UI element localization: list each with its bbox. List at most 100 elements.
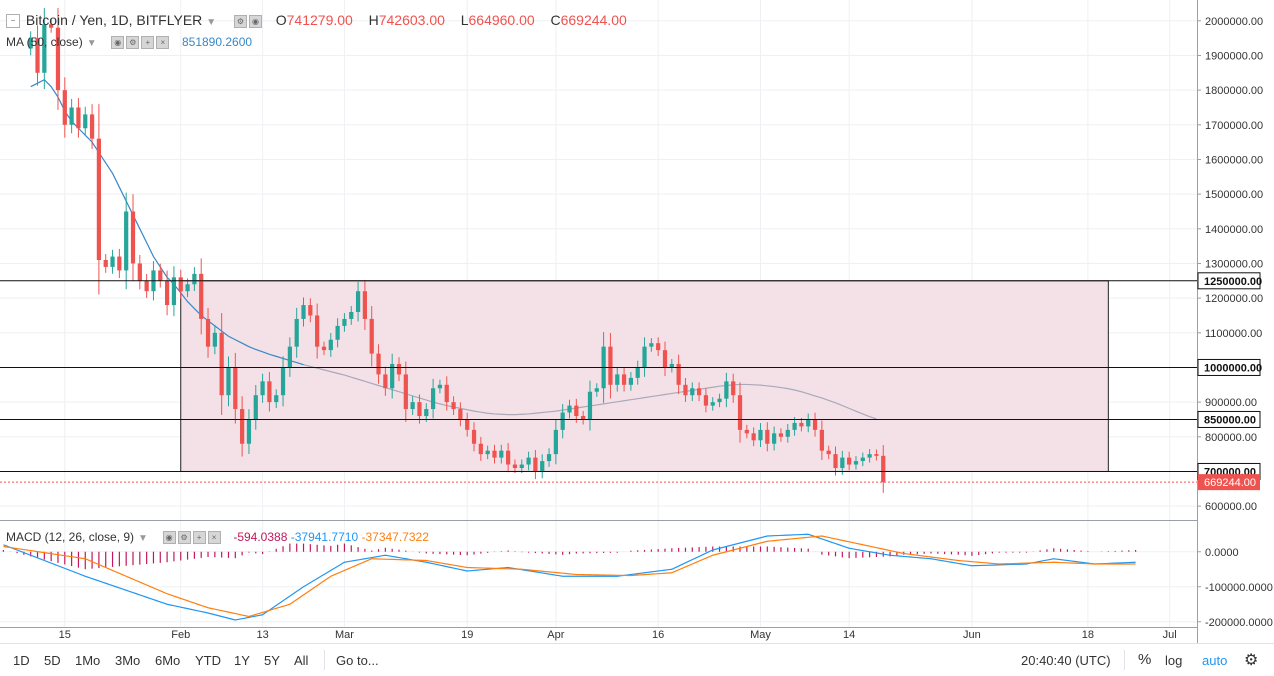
candle-body: [615, 374, 620, 385]
axis-tick-label: 1900000.00: [1205, 50, 1263, 62]
candle-body: [199, 273, 204, 319]
candle-body: [124, 211, 129, 271]
candle-body: [89, 114, 95, 139]
log-toggle[interactable]: log: [1165, 653, 1183, 668]
candle-body: [792, 422, 797, 430]
candle-body: [581, 416, 586, 420]
candle-body: [744, 429, 749, 434]
macd-legend[interactable]: MACD (12, 26, close, 9) ▼ ◉ ⚙ + × -594.0388 …: [6, 530, 429, 545]
candle-body: [158, 270, 163, 281]
candle-body: [519, 464, 524, 468]
candle-body: [778, 433, 784, 437]
level-tag-box: [1197, 358, 1261, 376]
candle-body: [765, 429, 770, 444]
candle-body: [267, 381, 272, 403]
axis-tick-label: 1600000.00: [1205, 154, 1263, 166]
time-axis-label: Jul: [1163, 629, 1177, 641]
macd-pane: [2, 533, 1137, 621]
horizontal-levels: [0, 280, 1197, 483]
low-value: 664960.00: [468, 12, 535, 28]
chevron-down-icon[interactable]: ▼: [138, 533, 148, 544]
settings-icon[interactable]: ⚙: [233, 14, 247, 28]
close-icon[interactable]: ×: [207, 531, 221, 545]
time-axis-label: Feb: [171, 629, 190, 641]
auto-toggle[interactable]: auto: [1202, 653, 1228, 668]
symbol-title[interactable]: Bitcoin / Yen, 1D, BITFLYER: [25, 12, 203, 28]
candle-body: [328, 339, 333, 351]
chevron-down-icon[interactable]: ▼: [206, 17, 217, 28]
range-5y[interactable]: 5Y: [264, 653, 280, 668]
candle-body: [662, 350, 668, 368]
macd-axis-tick-label: -100000.0000: [1205, 582, 1273, 594]
candle-body: [349, 312, 354, 319]
candle-body: [621, 374, 627, 385]
axis-tick-label: 1400000.00: [1205, 224, 1263, 236]
collapse-icon[interactable]: −: [6, 14, 20, 29]
time-axis-label: 18: [1082, 629, 1094, 641]
macd-hist-value: -594.0388: [233, 530, 288, 544]
range-1y[interactable]: 1Y: [234, 653, 250, 668]
candle-body: [403, 374, 408, 410]
settings-icon[interactable]: ⚙: [126, 36, 140, 50]
candle-body: [83, 114, 88, 129]
range-6mo[interactable]: 6Mo: [155, 653, 181, 668]
candle-body: [369, 318, 374, 354]
range-all[interactable]: All: [294, 653, 309, 668]
candle-body: [540, 461, 545, 472]
plus-icon[interactable]: +: [192, 531, 206, 545]
range-1d[interactable]: 1D: [13, 653, 30, 668]
candle-body: [205, 318, 211, 347]
candle-body: [274, 395, 279, 403]
candle-body: [430, 388, 436, 410]
candle-body: [49, 24, 54, 28]
candle-body: [826, 450, 831, 455]
bottom-toolbar: 1D 5D 1Mo 3Mo 6Mo YTD 1Y 5Y All Go to...…: [0, 643, 1274, 676]
gear-icon[interactable]: ⚙: [1244, 652, 1259, 669]
candle-body: [853, 461, 859, 465]
signal-line: [3, 535, 1136, 618]
range-ytd[interactable]: YTD: [195, 653, 221, 668]
goto-button[interactable]: Go to...: [336, 653, 379, 668]
low-label: L: [460, 12, 469, 28]
range-3mo[interactable]: 3Mo: [115, 653, 141, 668]
ma-label: MA (50, close): [6, 35, 83, 49]
time-axis-label: 15: [59, 629, 71, 641]
candle-body: [260, 381, 265, 396]
close-icon[interactable]: ×: [156, 36, 170, 50]
price-chart[interactable]: 2000000.00 1900000.00 1800000.00 1700000.00…: [0, 0, 1274, 643]
candle-body: [492, 450, 497, 458]
eye-icon[interactable]: ◉: [111, 36, 125, 50]
eye-icon[interactable]: ◉: [248, 14, 262, 28]
candle-body: [55, 27, 61, 91]
axis-tick-label: 1300000.00: [1205, 258, 1263, 270]
eye-icon[interactable]: ◉: [162, 531, 176, 545]
range-5d[interactable]: 5D: [44, 653, 61, 668]
candle-body: [117, 256, 122, 271]
time-axis-label: May: [750, 629, 771, 641]
candle-body: [280, 367, 286, 396]
candle-body: [137, 263, 142, 281]
symbol-header: − Bitcoin / Yen, 1D, BITFLYER ▼ ⚙ ◉ O74127…: [6, 12, 627, 29]
candle-body: [499, 450, 504, 458]
candle-body: [233, 367, 238, 410]
candle-body: [785, 429, 790, 437]
candle-body: [840, 457, 845, 468]
settings-icon[interactable]: ⚙: [177, 531, 191, 545]
candle-body: [212, 332, 217, 347]
candle-body: [867, 454, 872, 458]
ma-legend[interactable]: MA (50, close) ▼ ◉ ⚙ + × 851890.2600: [6, 35, 252, 50]
candle-body: [171, 277, 177, 306]
candle-body: [881, 455, 886, 483]
chevron-down-icon[interactable]: ▼: [86, 38, 97, 49]
level-tag-label: 1000000.00: [1204, 362, 1262, 374]
axis-tick-label: 2000000.00: [1205, 16, 1263, 28]
range-1mo[interactable]: 1Mo: [75, 653, 101, 668]
plus-icon[interactable]: +: [141, 36, 155, 50]
clock-time[interactable]: 20:40:40 (UTC): [1021, 653, 1111, 668]
candle-body: [553, 429, 558, 455]
macd-signal-value: -37347.7322: [361, 530, 429, 544]
price-axis: 2000000.00 1900000.00 1800000.00 1700000.00…: [1197, 0, 1274, 643]
candle-body: [130, 211, 136, 264]
candle-body: [478, 443, 483, 455]
percent-toggle[interactable]: %: [1138, 651, 1152, 668]
